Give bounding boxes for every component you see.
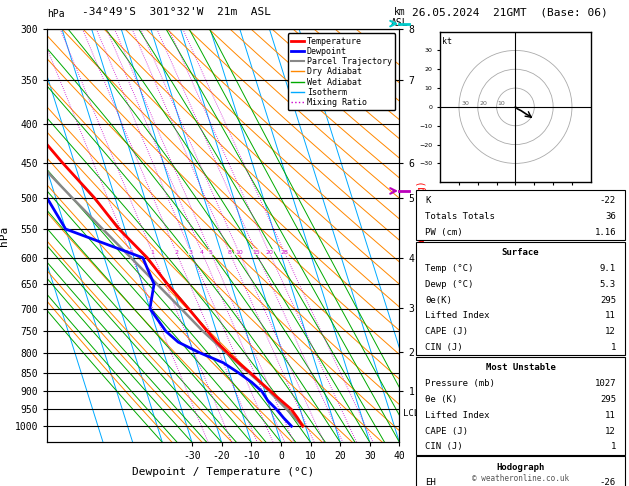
- Text: 5.3: 5.3: [600, 280, 616, 289]
- Bar: [416, 357, 625, 455]
- Text: 10: 10: [235, 250, 243, 255]
- Text: 12: 12: [605, 427, 616, 435]
- Text: 20: 20: [480, 101, 487, 106]
- Text: CAPE (J): CAPE (J): [425, 327, 468, 336]
- Text: Pressure (mb): Pressure (mb): [425, 379, 495, 388]
- Legend: Temperature, Dewpoint, Parcel Trajectory, Dry Adiabat, Wet Adiabat, Isotherm, Mi: Temperature, Dewpoint, Parcel Trajectory…: [287, 34, 395, 110]
- Text: 295: 295: [600, 295, 616, 305]
- Text: kt: kt: [442, 37, 452, 46]
- Text: 3: 3: [189, 250, 193, 255]
- Text: 8: 8: [228, 250, 231, 255]
- Bar: [416, 190, 625, 240]
- Text: 295: 295: [600, 395, 616, 404]
- Text: 36: 36: [605, 212, 616, 221]
- Text: CAPE (J): CAPE (J): [425, 427, 468, 435]
- Text: K: K: [425, 196, 430, 205]
- Text: © weatheronline.co.uk: © weatheronline.co.uk: [472, 474, 569, 483]
- Text: Most Unstable: Most Unstable: [486, 364, 555, 372]
- Text: hPa: hPa: [47, 9, 65, 19]
- Text: θe (K): θe (K): [425, 395, 457, 404]
- Text: CIN (J): CIN (J): [425, 442, 463, 451]
- Text: Dewp (°C): Dewp (°C): [425, 280, 474, 289]
- X-axis label: Dewpoint / Temperature (°C): Dewpoint / Temperature (°C): [132, 467, 314, 477]
- Y-axis label: Mixing Ratio (g/kg): Mixing Ratio (g/kg): [417, 180, 427, 292]
- Text: 1: 1: [150, 250, 154, 255]
- Text: Hodograph: Hodograph: [496, 463, 545, 472]
- Text: PW (cm): PW (cm): [425, 228, 463, 237]
- Text: 5: 5: [209, 250, 213, 255]
- Text: 11: 11: [605, 411, 616, 420]
- Text: LCL: LCL: [403, 409, 419, 418]
- Text: 20: 20: [265, 250, 273, 255]
- Text: CIN (J): CIN (J): [425, 343, 463, 352]
- Text: 1027: 1027: [594, 379, 616, 388]
- Text: 4: 4: [200, 250, 204, 255]
- Text: 15: 15: [252, 250, 260, 255]
- Text: Lifted Index: Lifted Index: [425, 312, 489, 320]
- Text: 26.05.2024  21GMT  (Base: 06): 26.05.2024 21GMT (Base: 06): [412, 7, 608, 17]
- Text: km
ASL: km ASL: [391, 7, 408, 28]
- Bar: [416, 242, 625, 355]
- Text: 12: 12: [605, 327, 616, 336]
- Bar: [416, 456, 625, 486]
- Text: -22: -22: [600, 196, 616, 205]
- Text: 2: 2: [174, 250, 178, 255]
- Text: 1: 1: [611, 442, 616, 451]
- Text: 0.5: 0.5: [125, 250, 135, 255]
- Text: -34°49'S  301°32'W  21m  ASL: -34°49'S 301°32'W 21m ASL: [82, 7, 270, 17]
- Text: θe(K): θe(K): [425, 295, 452, 305]
- Text: 1.16: 1.16: [594, 228, 616, 237]
- Text: 9.1: 9.1: [600, 264, 616, 273]
- Text: EH: EH: [425, 478, 436, 486]
- Text: 1: 1: [611, 343, 616, 352]
- Text: 11: 11: [605, 312, 616, 320]
- Text: 28: 28: [281, 250, 288, 255]
- Text: Surface: Surface: [502, 248, 539, 257]
- Y-axis label: hPa: hPa: [0, 226, 9, 246]
- Text: 10: 10: [498, 101, 505, 106]
- Text: 30: 30: [462, 101, 470, 106]
- Text: -26: -26: [600, 478, 616, 486]
- Text: Lifted Index: Lifted Index: [425, 411, 489, 420]
- Text: Totals Totals: Totals Totals: [425, 212, 495, 221]
- Text: Temp (°C): Temp (°C): [425, 264, 474, 273]
